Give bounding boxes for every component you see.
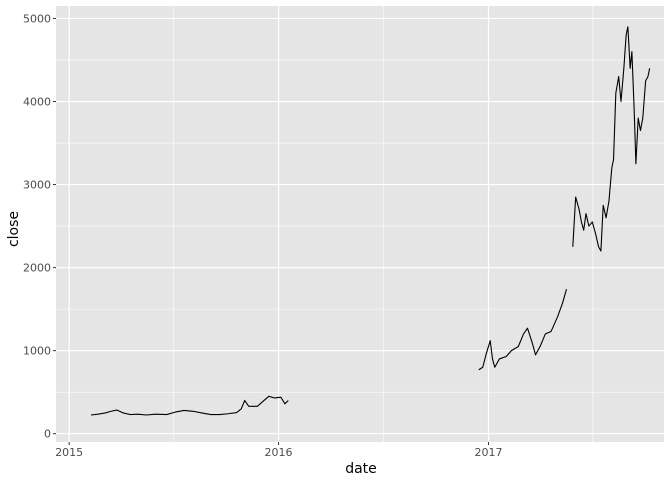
y-tick-label: 3000: [23, 179, 51, 192]
y-tick-label: 1000: [23, 345, 51, 358]
y-tick-label: 0: [44, 428, 51, 441]
x-axis: 2015 2016 2017: [55, 442, 502, 459]
y-axis-title: close: [6, 211, 22, 247]
minor-gridlines: [56, 6, 664, 442]
series-line-3: [572, 26, 651, 252]
y-tick-label: 5000: [23, 12, 51, 25]
series-line-1: [90, 395, 289, 416]
series-lines: [90, 26, 651, 416]
x-tick-label: 2016: [265, 446, 293, 459]
y-tick-label: 2000: [23, 262, 51, 275]
y-tick-label: 4000: [23, 96, 51, 109]
x-axis-title: date: [345, 461, 377, 477]
plot-panel: [56, 6, 664, 442]
series-line-2: [478, 289, 568, 371]
major-gridlines: [56, 6, 664, 442]
x-tick-label: 2015: [55, 446, 83, 459]
y-axis: 0 1000 2000 3000 4000 5000: [23, 12, 56, 441]
x-tick-label: 2017: [474, 446, 502, 459]
